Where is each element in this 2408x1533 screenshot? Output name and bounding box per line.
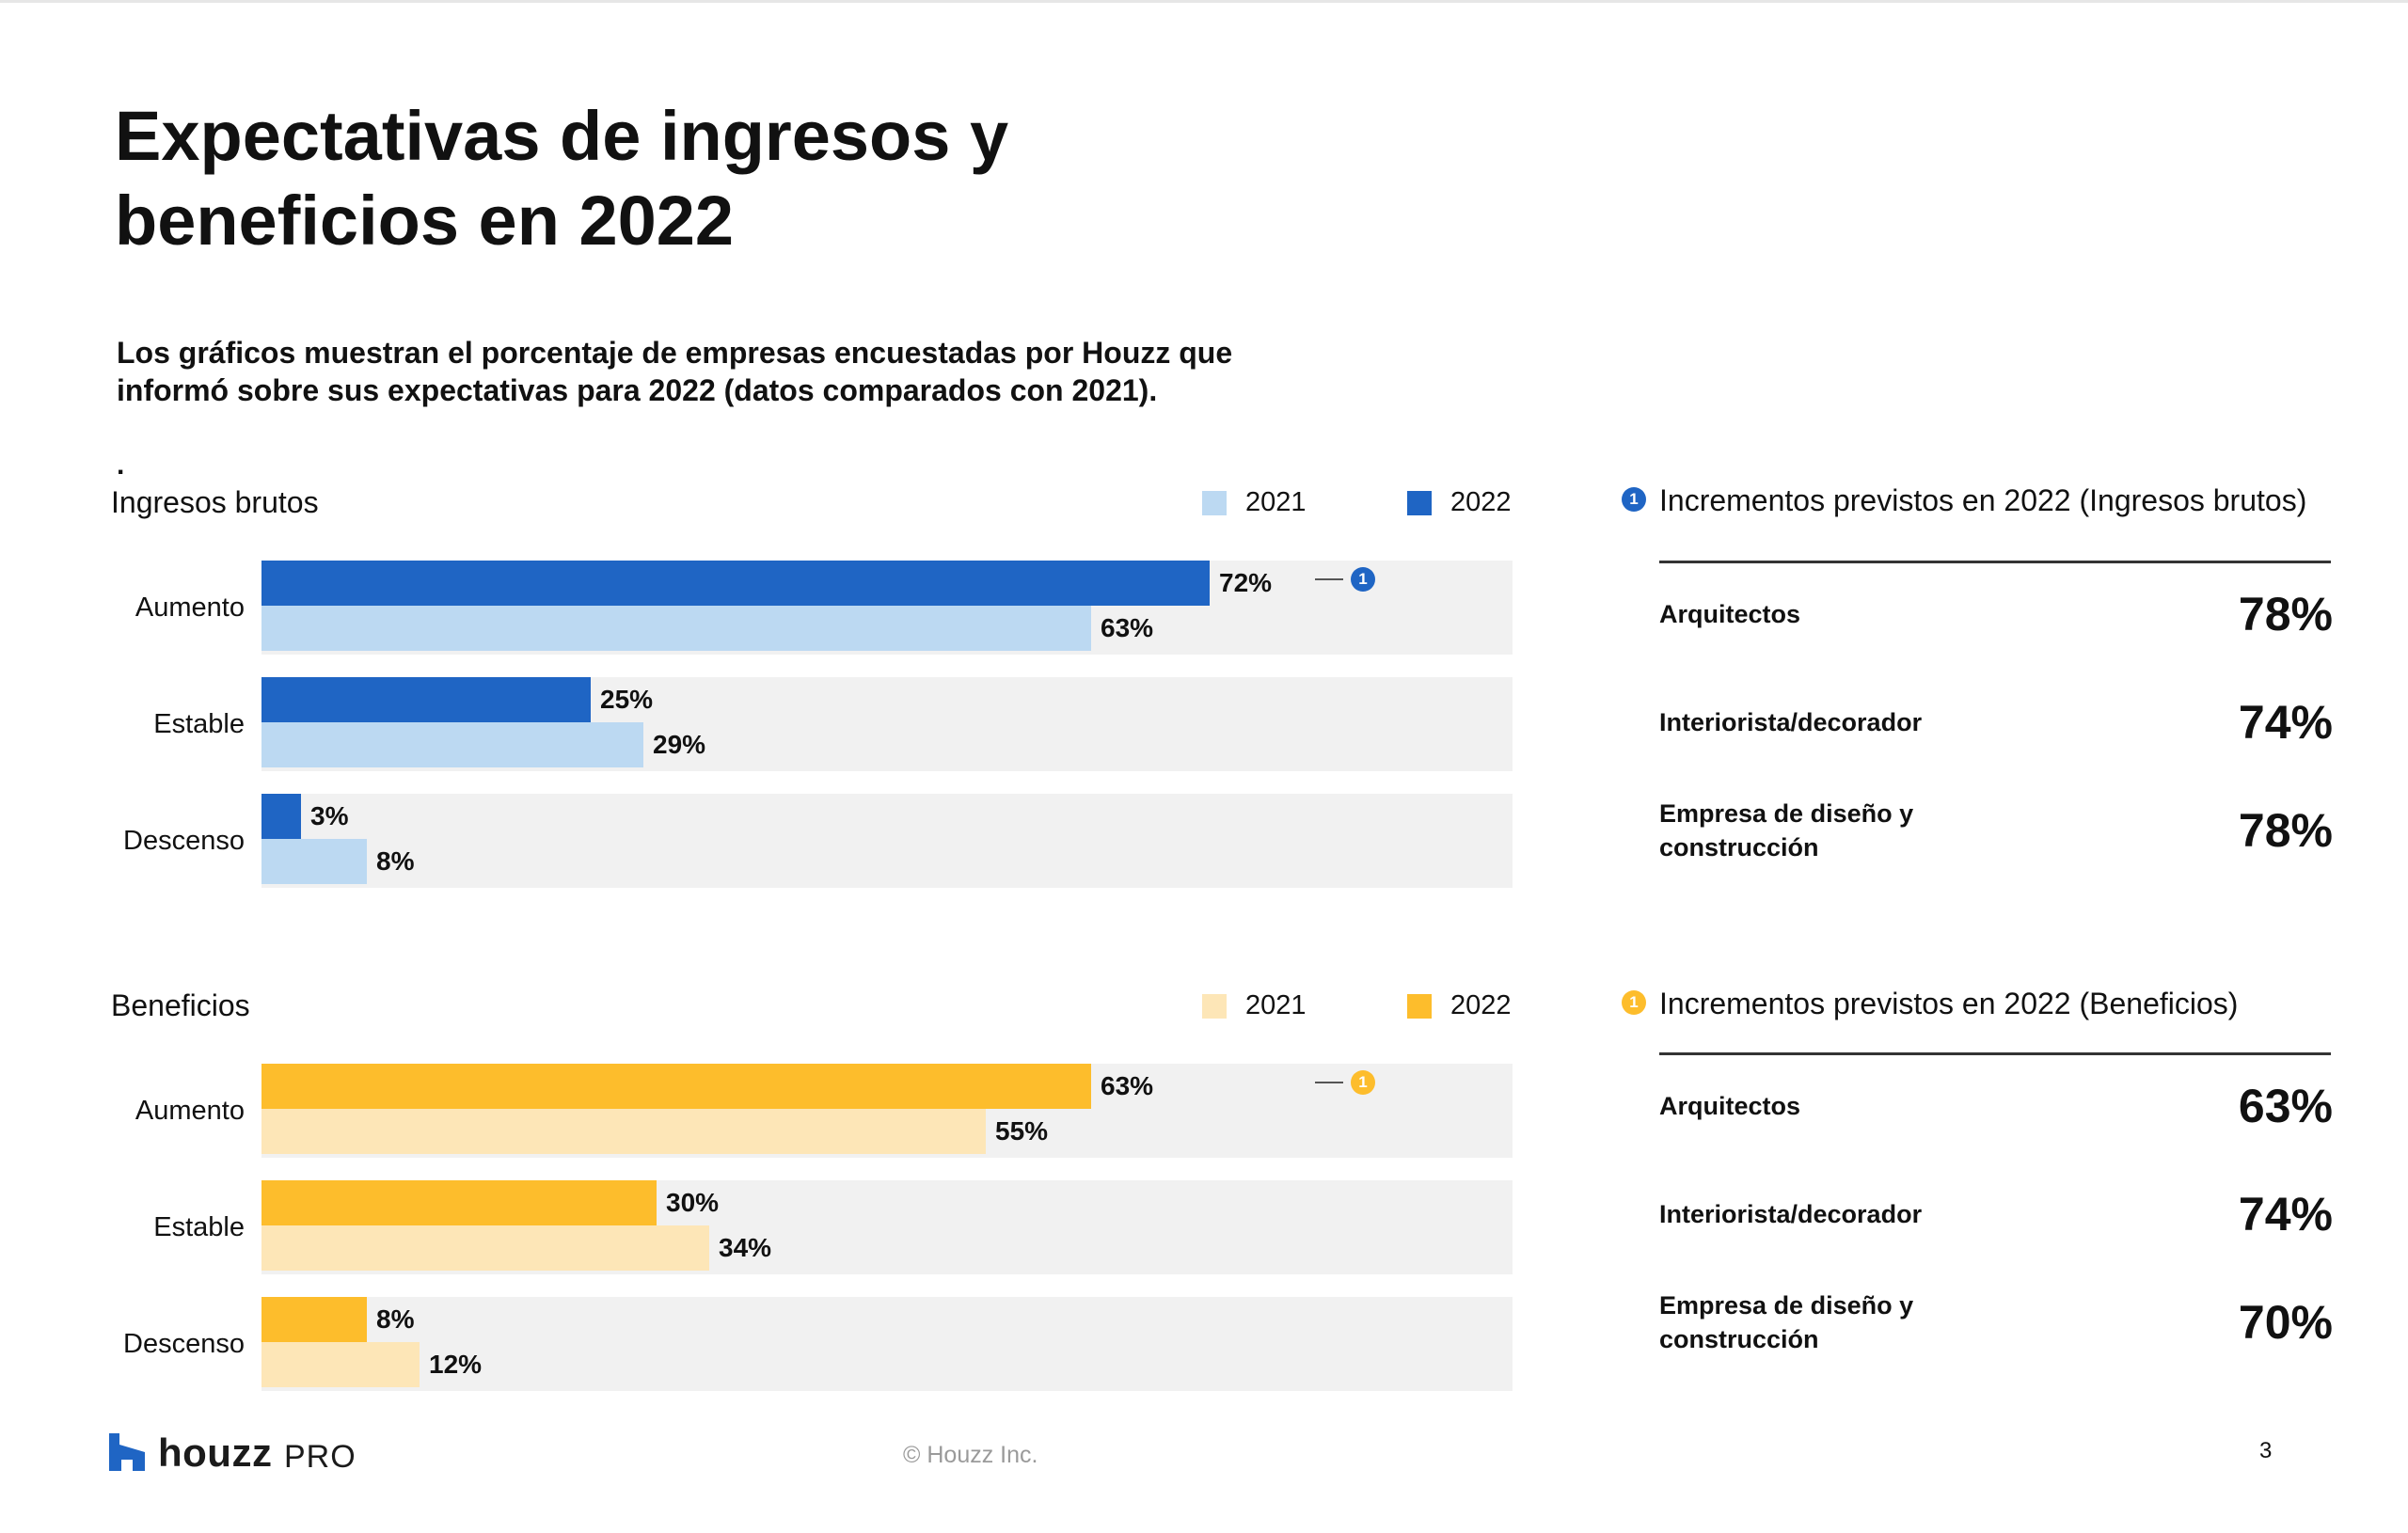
- page-title: Expectativas de ingresos y beneficios en…: [115, 94, 1244, 263]
- page-number: 3: [2259, 1438, 2273, 1463]
- panel-divider: [1659, 1052, 2331, 1055]
- revenue-chart: Ingresos brutos 2021 2022 Aumento 72% 63% E…: [0, 470, 1543, 903]
- bar-2021: [261, 722, 643, 767]
- value-label-2021: 8%: [376, 846, 415, 876]
- legend-swatch-2021: [1202, 994, 1227, 1019]
- legend-label-2021: 2021: [1245, 487, 1307, 517]
- revenue-panel-header: 1 Incrementos previstos en 2022 (Ingreso…: [1618, 480, 2370, 521]
- value-label-2021: 34%: [719, 1233, 772, 1262]
- panel-row-label: Interiorista/decorador: [1659, 1200, 1923, 1228]
- category-label: Aumento: [135, 1096, 245, 1126]
- logo-word: houzz: [158, 1430, 273, 1475]
- logo-suffix: PRO: [284, 1439, 356, 1475]
- page-subtitle: Los gráficos muestran el porcentaje de e…: [117, 334, 1339, 409]
- value-label-2021: 55%: [995, 1116, 1049, 1146]
- annotation-badge-icon: 1: [1351, 567, 1375, 592]
- page-subtitle-line-2: informó sobre sus expectativas para 2022…: [117, 373, 1158, 407]
- legend-label-2021: 2021: [1245, 990, 1307, 1020]
- bar-track: [261, 1297, 1513, 1391]
- panel-row-value: 63%: [2238, 1080, 2333, 1132]
- panel-row: Empresa de diseño y construcción 70%: [1659, 1280, 2333, 1365]
- page-title-line-2: beneficios en 2022: [115, 182, 735, 260]
- panel-row-value: 70%: [2238, 1296, 2333, 1349]
- profit-chart: Beneficios 2021 2022 Aumento 63% 55% Establ…: [0, 973, 1543, 1406]
- legend-label-2022: 2022: [1450, 990, 1512, 1020]
- panel-row-value: 78%: [2238, 804, 2333, 857]
- panel-row-label: Arquitectos: [1659, 600, 1801, 628]
- panel-row-label: Empresa de diseño y construcción: [1659, 799, 1914, 861]
- top-divider: [0, 0, 2408, 3]
- bar-2022: [261, 677, 591, 722]
- value-label-2022: 8%: [376, 1304, 415, 1334]
- panel-row: Arquitectos 63%: [1659, 1064, 2333, 1148]
- legend-swatch-2022: [1407, 491, 1432, 515]
- category-label: Estable: [153, 709, 245, 739]
- panel-row: Arquitectos 78%: [1659, 572, 2333, 656]
- panel-row-value: 78%: [2238, 588, 2333, 640]
- value-label-2022: 25%: [600, 685, 654, 714]
- copyright: © Houzz Inc.: [903, 1442, 1038, 1468]
- value-label-2022: 72%: [1219, 568, 1273, 597]
- annotation-badge-icon: 1: [1351, 1070, 1375, 1095]
- bar-2022: [261, 1064, 1091, 1109]
- category-label: Descenso: [123, 826, 245, 856]
- profit-chart-title: Beneficios: [111, 988, 250, 1022]
- panel-row-label: Arquitectos: [1659, 1092, 1801, 1120]
- panel-row-label: Interiorista/decorador: [1659, 708, 1923, 736]
- profit-panel-header: 1 Incrementos previstos en 2022 (Benefic…: [1618, 983, 2370, 1024]
- info-badge-icon: 1: [1622, 990, 1646, 1015]
- value-label-2022: 63%: [1101, 1071, 1154, 1100]
- panel-row: Empresa de diseño y construcción 78%: [1659, 788, 2333, 873]
- bar-2022: [261, 1297, 367, 1342]
- bar-2021: [261, 606, 1091, 651]
- panel-row-value: 74%: [2238, 696, 2333, 749]
- annotation-connector: [1315, 1082, 1343, 1083]
- category-label: Estable: [153, 1212, 245, 1242]
- revenue-chart-title: Ingresos brutos: [111, 485, 319, 519]
- category-label: Aumento: [135, 593, 245, 623]
- page-subtitle-line-1: Los gráficos muestran el porcentaje de e…: [117, 336, 1233, 370]
- panel-row: Interiorista/decorador 74%: [1659, 1172, 2333, 1256]
- info-badge-icon: 1: [1622, 487, 1646, 512]
- bar-2022: [261, 794, 301, 839]
- bar-track: [261, 794, 1513, 888]
- bar-2021: [261, 1109, 986, 1154]
- value-label-2022: 30%: [666, 1188, 720, 1217]
- panel-row: Interiorista/decorador 74%: [1659, 680, 2333, 765]
- value-label-2022: 3%: [310, 801, 349, 830]
- bar-2022: [261, 561, 1210, 606]
- bar-2021: [261, 1342, 420, 1387]
- bar-2021: [261, 1225, 709, 1271]
- revenue-panel-heading: Incrementos previstos en 2022 (Ingresos …: [1659, 483, 2307, 517]
- stray-mark: .: [117, 450, 125, 481]
- panel-row-label: Empresa de diseño y construcción: [1659, 1291, 1914, 1353]
- category-label: Descenso: [123, 1329, 245, 1359]
- value-label-2021: 29%: [653, 730, 706, 759]
- panel-row-value: 74%: [2238, 1188, 2333, 1241]
- panel-divider: [1659, 561, 2331, 563]
- value-label-2021: 12%: [429, 1350, 483, 1379]
- page-title-line-1: Expectativas de ingresos y: [115, 97, 1009, 175]
- legend-swatch-2022: [1407, 994, 1432, 1019]
- legend-swatch-2021: [1202, 491, 1227, 515]
- houzz-house-icon: [109, 1433, 145, 1471]
- value-label-2021: 63%: [1101, 613, 1154, 642]
- bar-2022: [261, 1180, 657, 1225]
- bar-2021: [261, 839, 367, 884]
- legend-label-2022: 2022: [1450, 487, 1512, 517]
- profit-panel-heading: Incrementos previstos en 2022 (Beneficio…: [1659, 987, 2239, 1020]
- annotation-connector: [1315, 578, 1343, 580]
